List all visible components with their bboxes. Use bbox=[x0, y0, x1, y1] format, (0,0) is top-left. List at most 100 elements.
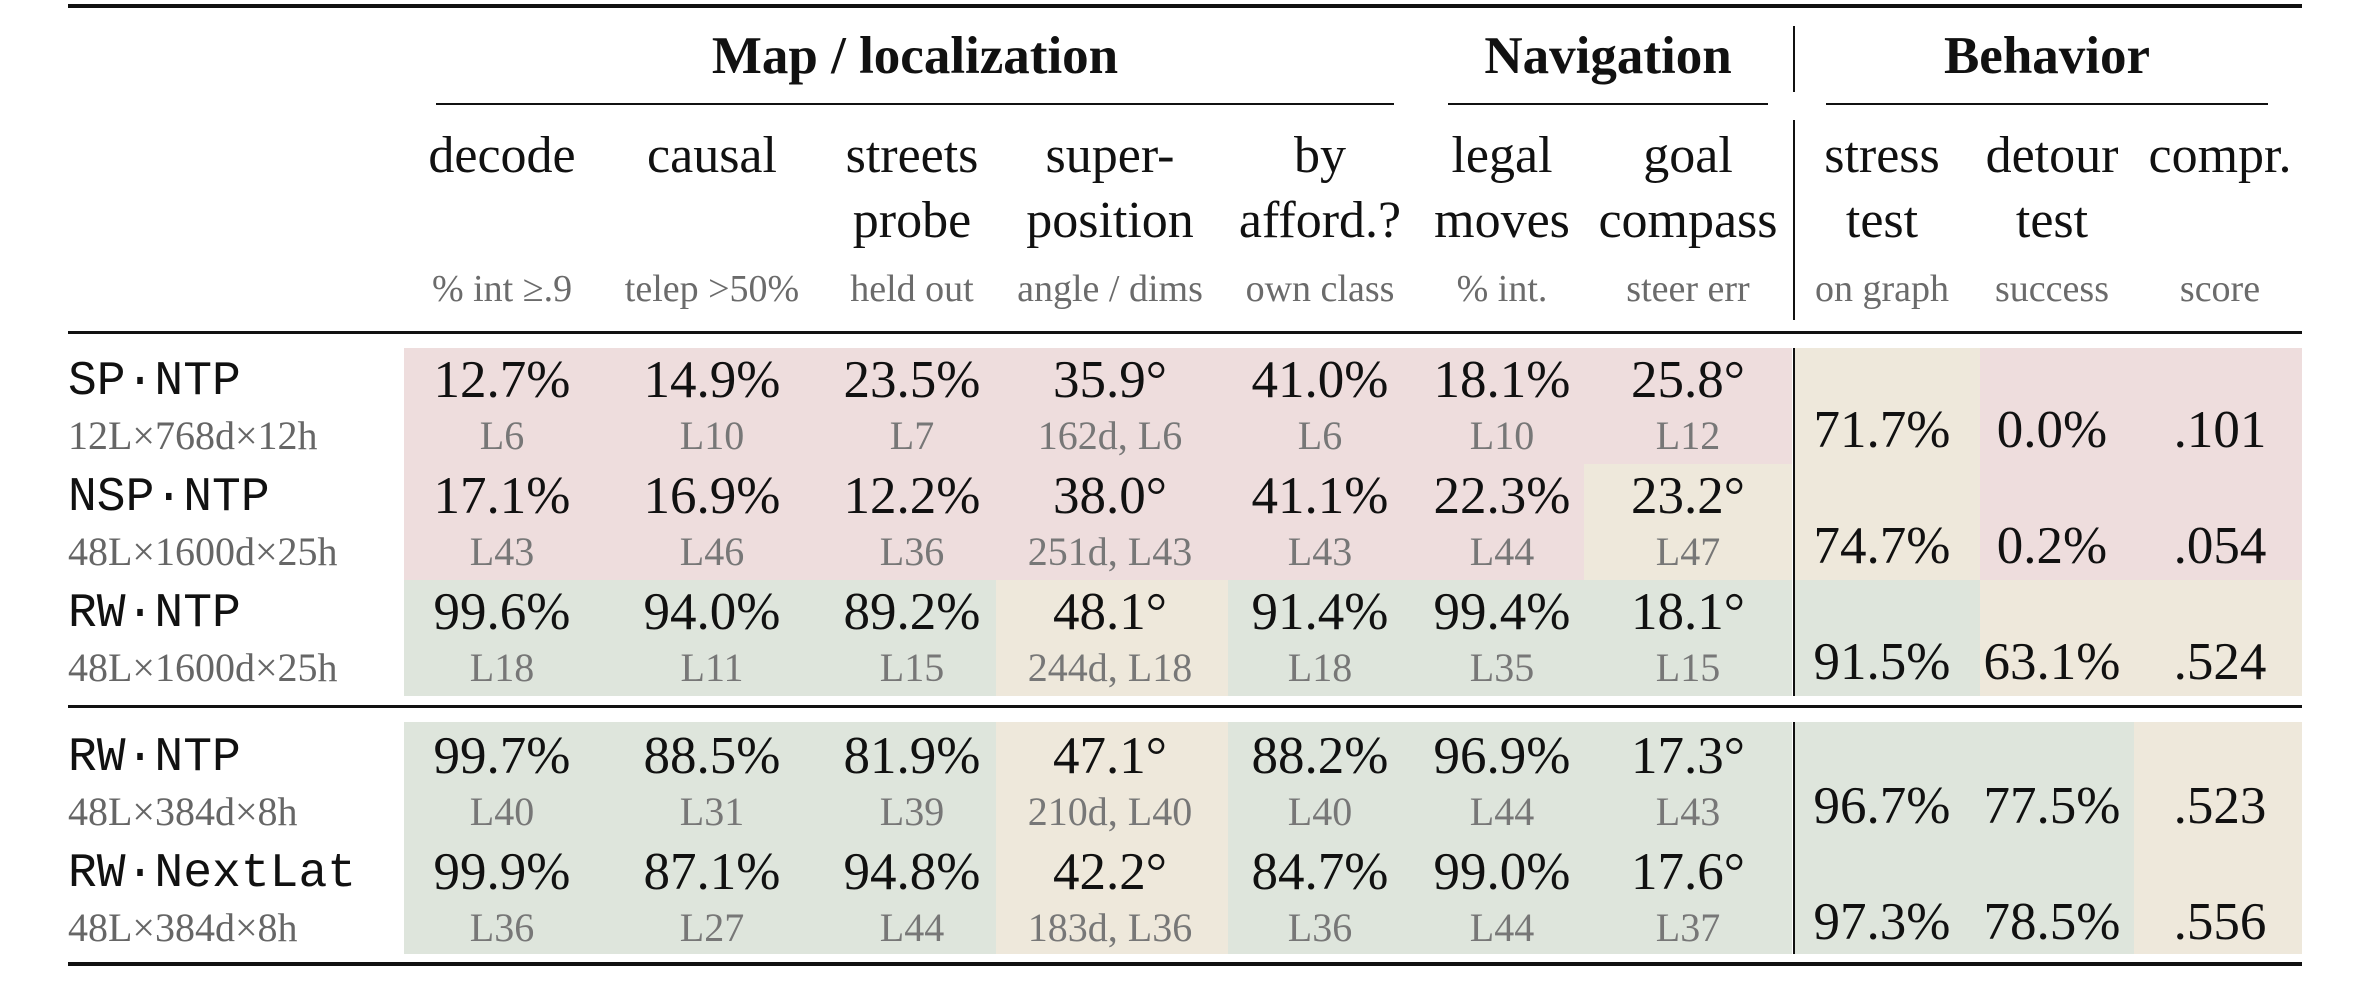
column-header-subtitle: success bbox=[1995, 268, 2109, 310]
metric-value: 25.8° bbox=[1631, 351, 1745, 409]
best-layer: L27 bbox=[679, 905, 745, 950]
column-header-subtitle: telep >50% bbox=[624, 268, 800, 310]
column-header-line1: super- bbox=[1045, 127, 1175, 184]
group-heading-navigation: Navigation bbox=[1484, 27, 1732, 85]
behavior-value: 0.2% bbox=[1996, 517, 2108, 575]
behavior-value: .524 bbox=[2173, 633, 2267, 691]
group-heading-map: Map / localization bbox=[711, 27, 1119, 85]
shade-sp-nsp-detour-compr bbox=[1980, 348, 2302, 580]
metric-value: 23.2° bbox=[1631, 467, 1745, 525]
best-layer: L44 bbox=[1469, 529, 1535, 574]
best-layer: L15 bbox=[879, 645, 945, 690]
best-layer: L44 bbox=[1469, 789, 1535, 834]
group-underline-behavior bbox=[1826, 103, 2268, 105]
metric-value: 99.0% bbox=[1433, 843, 1571, 901]
column-header-line1: compr. bbox=[2148, 127, 2292, 184]
metric-value: 18.1° bbox=[1631, 583, 1745, 641]
model-architecture: 48L×384d×8h bbox=[68, 789, 298, 834]
metric-value: 41.0% bbox=[1251, 351, 1389, 409]
model-name: RW·NextLat bbox=[68, 847, 357, 901]
column-header-line2: moves bbox=[1434, 192, 1570, 249]
behavior-value: 71.7% bbox=[1813, 401, 1951, 459]
best-layer: L36 bbox=[879, 529, 945, 574]
shade-b2-compr bbox=[2134, 722, 2302, 954]
best-layer: L40 bbox=[469, 789, 535, 834]
column-header-subtitle: angle / dims bbox=[1017, 268, 1203, 310]
metric-value: 99.6% bbox=[433, 583, 571, 641]
header-rule bbox=[68, 331, 2302, 334]
column-header-line2: probe bbox=[852, 192, 972, 249]
best-layer: L36 bbox=[1287, 905, 1353, 950]
best-layer: 244d, L18 bbox=[1027, 645, 1193, 690]
best-layer: 210d, L40 bbox=[1027, 789, 1193, 834]
behavior-value: 96.7% bbox=[1813, 777, 1951, 835]
metric-value: 89.2% bbox=[843, 583, 981, 641]
best-layer: L36 bbox=[469, 905, 535, 950]
best-layer: L39 bbox=[879, 789, 945, 834]
behavior-value: 97.3% bbox=[1813, 893, 1951, 951]
best-layer: L47 bbox=[1655, 529, 1721, 574]
behavior-value: 78.5% bbox=[1983, 893, 2121, 951]
model-name: SP·NTP bbox=[68, 355, 241, 409]
best-layer: L44 bbox=[879, 905, 945, 950]
behavior-value: 91.5% bbox=[1813, 633, 1951, 691]
best-layer: L10 bbox=[1469, 413, 1535, 458]
shade-rw-stress bbox=[1794, 580, 1980, 696]
shade-sp-nsp-stress bbox=[1794, 348, 1980, 580]
model-architecture: 48L×1600d×25h bbox=[68, 529, 338, 574]
best-layer: L43 bbox=[1655, 789, 1721, 834]
shade-b2-map bbox=[404, 722, 996, 954]
metric-value: 23.5% bbox=[843, 351, 981, 409]
best-layer: L12 bbox=[1655, 413, 1721, 458]
column-header-line1: causal bbox=[647, 127, 777, 184]
behavior-value: 77.5% bbox=[1983, 777, 2121, 835]
best-layer: L43 bbox=[469, 529, 535, 574]
metric-value: 96.9% bbox=[1433, 727, 1571, 785]
best-layer: L46 bbox=[679, 529, 745, 574]
metric-value: 17.1% bbox=[433, 467, 571, 525]
shade-b2-superpos bbox=[996, 722, 1228, 954]
model-name: RW·NTP bbox=[68, 731, 241, 785]
group-heading-behavior: Behavior bbox=[1943, 27, 2151, 85]
metric-value: 17.6° bbox=[1631, 843, 1745, 901]
shade-b2-nav bbox=[1228, 722, 1792, 954]
column-header-subtitle: % int ≥.9 bbox=[431, 268, 573, 310]
column-header-subtitle: held out bbox=[850, 268, 974, 310]
model-architecture: 48L×1600d×25h bbox=[68, 645, 338, 690]
behavior-value: 63.1% bbox=[1983, 633, 2121, 691]
shade-nsp-compass bbox=[1584, 464, 1792, 580]
shade-rw-nav bbox=[1228, 580, 1792, 696]
metric-value: 17.3° bbox=[1631, 727, 1745, 785]
best-layer: L15 bbox=[1655, 645, 1721, 690]
best-layer: L35 bbox=[1469, 645, 1535, 690]
best-layer: L44 bbox=[1469, 905, 1535, 950]
best-layer: 183d, L36 bbox=[1027, 905, 1193, 950]
metric-value: 41.1% bbox=[1251, 467, 1389, 525]
top-rule bbox=[68, 4, 2302, 8]
group-underline-map bbox=[436, 103, 1394, 105]
best-layer: L40 bbox=[1287, 789, 1353, 834]
metric-value: 88.5% bbox=[643, 727, 781, 785]
metric-value: 91.4% bbox=[1251, 583, 1389, 641]
shade-rw-superpos bbox=[996, 580, 1228, 696]
metric-value: 94.0% bbox=[643, 583, 781, 641]
best-layer: L18 bbox=[469, 645, 535, 690]
best-layer: L7 bbox=[889, 413, 935, 458]
best-layer: L6 bbox=[1297, 413, 1343, 458]
best-layer: L10 bbox=[679, 413, 745, 458]
metric-value: 35.9° bbox=[1053, 351, 1167, 409]
column-header-line1: detour bbox=[1985, 127, 2119, 184]
shade-sp-compass bbox=[1584, 348, 1792, 464]
metric-value: 14.9% bbox=[643, 351, 781, 409]
metric-value: 47.1° bbox=[1053, 727, 1167, 785]
metric-value: 81.9% bbox=[843, 727, 981, 785]
behavior-value: .101 bbox=[2173, 401, 2267, 459]
best-layer: L31 bbox=[679, 789, 745, 834]
metric-value: 38.0° bbox=[1053, 467, 1167, 525]
behavior-value: .523 bbox=[2173, 777, 2267, 835]
column-header-line2: afford.? bbox=[1238, 192, 1402, 249]
behavior-value: .556 bbox=[2173, 893, 2267, 951]
column-header-line1: decode bbox=[428, 127, 576, 184]
metric-value: 84.7% bbox=[1251, 843, 1389, 901]
